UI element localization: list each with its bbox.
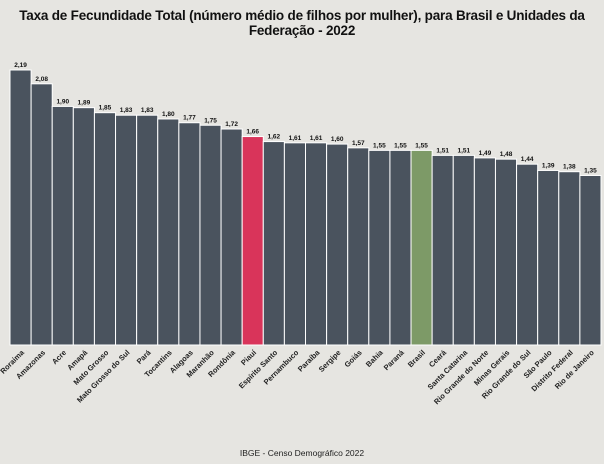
bar-distrito-federal xyxy=(558,171,581,346)
category-label-brasil: Brasil xyxy=(406,348,427,369)
bar-goias xyxy=(347,147,370,346)
value-label-alagoas: 1,77 xyxy=(183,115,196,122)
bar-rondonia xyxy=(220,128,243,346)
bar-bahia xyxy=(368,149,391,346)
bar-maranhao xyxy=(199,124,222,346)
value-label-brasil: 1,55 xyxy=(415,142,428,149)
bar-minas-gerais xyxy=(494,158,518,346)
chart-source-caption: IBGE - Censo Demográfico 2022 xyxy=(239,448,365,458)
bar-rio-grande-do-sul xyxy=(516,163,539,346)
value-label-maranhao: 1,75 xyxy=(204,117,217,124)
bar-sao-paulo xyxy=(537,169,560,346)
bar-amazonas xyxy=(30,83,53,346)
bar-parana xyxy=(389,149,412,346)
bar-pernambuco xyxy=(283,142,307,346)
category-label-para: Pará xyxy=(135,347,153,365)
bar-rio-de-janeiro xyxy=(579,174,602,346)
bar-espirito-santo xyxy=(262,141,285,346)
value-label-piaui: 1,66 xyxy=(246,129,259,136)
bar-amapa xyxy=(72,107,95,346)
value-label-minas-gerais: 1,48 xyxy=(500,151,513,158)
category-label-acre: Acre xyxy=(50,348,68,366)
value-label-amapa: 1,89 xyxy=(78,100,91,107)
value-label-sao-paulo: 1,39 xyxy=(542,162,555,169)
value-label-paraiba: 1,61 xyxy=(310,135,323,142)
value-label-para: 1,83 xyxy=(141,107,154,114)
value-label-amazonas: 2,08 xyxy=(35,76,48,83)
value-label-espirito-santo: 1,62 xyxy=(268,134,281,141)
bar-mato-grosso-do-sul xyxy=(115,114,138,346)
bar-brasil xyxy=(410,149,433,346)
bar-santa-catarina xyxy=(452,154,475,346)
bar-mato-grosso xyxy=(93,112,117,346)
category-label-parana: Paraná xyxy=(382,347,407,372)
bar-para xyxy=(136,114,159,346)
bar-sergipe xyxy=(326,143,349,346)
value-label-santa-catarina: 1,51 xyxy=(457,147,470,154)
value-label-acre: 1,90 xyxy=(56,98,69,105)
value-label-rio-grande-do-sul: 1,44 xyxy=(521,156,534,163)
bar-acre xyxy=(51,105,74,346)
value-label-roraima: 2,19 xyxy=(14,62,27,69)
bar-alagoas xyxy=(178,122,201,346)
category-label-sergipe: Sergipe xyxy=(317,348,343,374)
bar-piaui xyxy=(241,136,264,346)
value-label-ceara: 1,51 xyxy=(436,147,449,154)
category-label-goias: Goiás xyxy=(343,348,364,369)
value-label-goias: 1,57 xyxy=(352,140,365,147)
value-label-bahia: 1,55 xyxy=(373,142,386,149)
bar-paraiba xyxy=(305,142,328,346)
value-label-sergipe: 1,60 xyxy=(331,136,344,143)
chart-title: Taxa de Fecundidade Total (número médio … xyxy=(19,8,585,38)
value-label-pernambuco: 1,61 xyxy=(289,135,302,142)
value-label-distrito-federal: 1,38 xyxy=(563,164,576,171)
bar-ceara xyxy=(431,154,454,346)
value-label-rio-grande-do-norte: 1,49 xyxy=(479,150,492,157)
value-label-parana: 1,55 xyxy=(394,142,407,149)
value-label-rondonia: 1,72 xyxy=(225,121,238,128)
bar-tocantins xyxy=(157,118,180,346)
value-label-tocantins: 1,80 xyxy=(162,111,175,118)
bar-rio-grande-do-norte xyxy=(473,157,496,346)
bar-roraima xyxy=(9,69,32,346)
value-label-mato-grosso-do-sul: 1,83 xyxy=(120,107,133,114)
value-label-rio-de-janeiro: 1,35 xyxy=(584,167,597,174)
value-label-mato-grosso: 1,85 xyxy=(99,105,112,112)
